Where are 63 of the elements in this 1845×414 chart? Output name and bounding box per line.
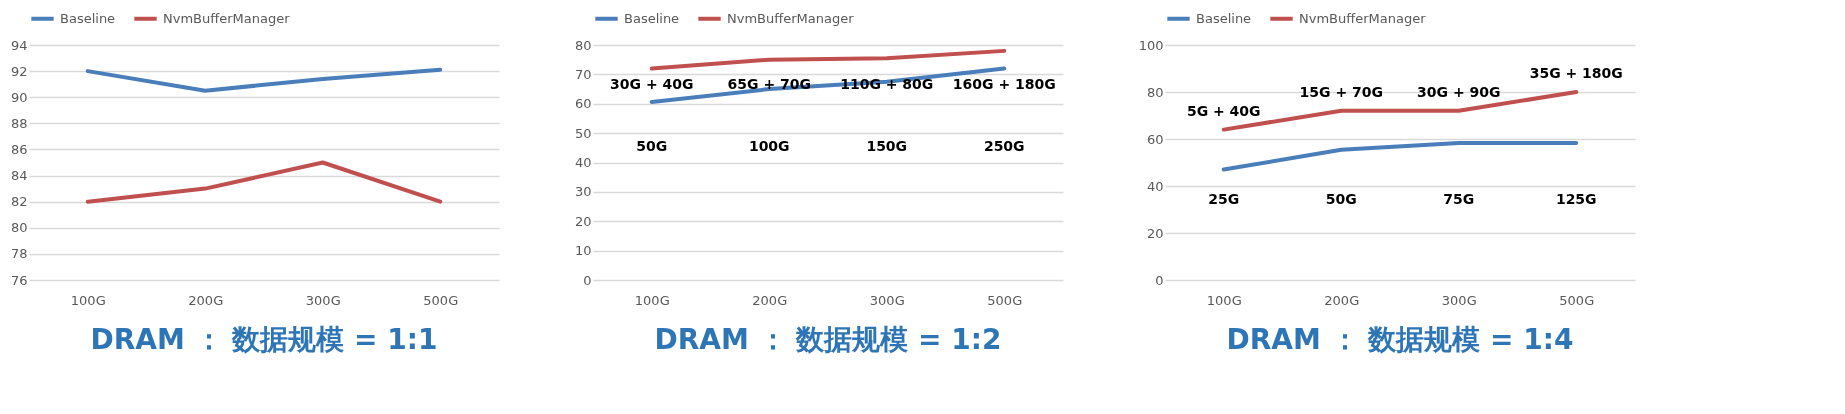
y-tick-label: 0 — [583, 272, 592, 288]
line-series — [649, 48, 1007, 71]
x-tick-label: 100G — [634, 292, 670, 308]
annotation: 35G + 180G — [1529, 65, 1623, 81]
x-tick-label: 200G — [188, 292, 224, 308]
annotation: 30G + 40G — [610, 75, 694, 92]
y-tick-label: 40 — [574, 155, 592, 170]
annotation: 15G + 70G — [1299, 83, 1383, 100]
y-tick-label: 84 — [10, 168, 28, 184]
x-tick-label: 100G — [70, 292, 106, 308]
y-tick-label: 60 — [574, 96, 592, 112]
annotation: 25G — [1208, 190, 1240, 207]
y-tick-label: 20 — [1146, 225, 1164, 241]
y-tick-label: 80 — [1146, 84, 1164, 100]
annotation: 5G + 40G — [1186, 102, 1261, 119]
y-tick-label: 88 — [10, 115, 28, 131]
annotation: 150G — [866, 137, 908, 154]
x-tick-label: 300G — [305, 292, 341, 308]
y-tick-label: 60 — [1146, 131, 1164, 147]
annotation: 250G — [983, 137, 1025, 154]
legend-label: Baseline — [1196, 10, 1252, 26]
legend-label: NvmBufferManager — [1299, 10, 1427, 26]
x-tick-label: 200G — [752, 292, 788, 308]
annotation: 75G — [1443, 190, 1475, 207]
x-tick-label: 300G — [869, 292, 905, 308]
y-tick-label: 90 — [10, 89, 28, 105]
y-tick-label: 40 — [1146, 178, 1164, 194]
legend-label: NvmBufferManager — [727, 10, 855, 26]
y-tick-label: 82 — [10, 194, 28, 210]
annotation: 50G — [636, 137, 668, 154]
y-tick-label: 100 — [1138, 37, 1164, 53]
y-tick-label: 30 — [574, 184, 592, 200]
x-tick-label: 500G — [1559, 292, 1595, 308]
text: DRAM ： 数据规模 = 1:4 — [1226, 323, 1574, 356]
annotation: 125G — [1555, 190, 1597, 207]
line-series — [649, 66, 1007, 104]
x-tick-label: 300G — [1441, 292, 1477, 308]
line-series — [85, 67, 443, 93]
y-tick-label: 80 — [574, 37, 592, 53]
legend-label: NvmBufferManager — [163, 10, 291, 26]
x-tick-label: 200G — [1324, 292, 1360, 308]
y-tick-label: 20 — [574, 213, 592, 229]
y-tick-label: 86 — [10, 141, 28, 157]
text: DRAM ： 数据规模 = 1:2 — [654, 323, 1002, 356]
y-tick-label: 70 — [574, 66, 592, 82]
legend-label: Baseline — [60, 10, 116, 26]
y-tick-label: 80 — [10, 220, 28, 236]
legend-label: Baseline — [624, 10, 680, 26]
y-tick-label: 94 — [10, 37, 28, 53]
annotation: 50G — [1325, 190, 1357, 207]
annotation: 100G — [748, 137, 790, 154]
text: DRAM ： 数据规模 = 1:1 — [90, 323, 438, 356]
y-tick-label: 0 — [1155, 272, 1164, 288]
y-tick-label: 92 — [10, 63, 28, 79]
y-tick-label: 78 — [10, 246, 28, 262]
x-tick-label: 500G — [423, 292, 459, 308]
y-tick-label: 10 — [574, 243, 592, 259]
y-tick-label: 76 — [10, 272, 28, 288]
annotation: 160G + 180G — [952, 75, 1056, 92]
annotation: 30G + 90G — [1417, 83, 1501, 100]
x-tick-label: 500G — [987, 292, 1023, 308]
x-tick-label: 100G — [1206, 292, 1242, 308]
y-tick-label: 50 — [574, 125, 592, 141]
